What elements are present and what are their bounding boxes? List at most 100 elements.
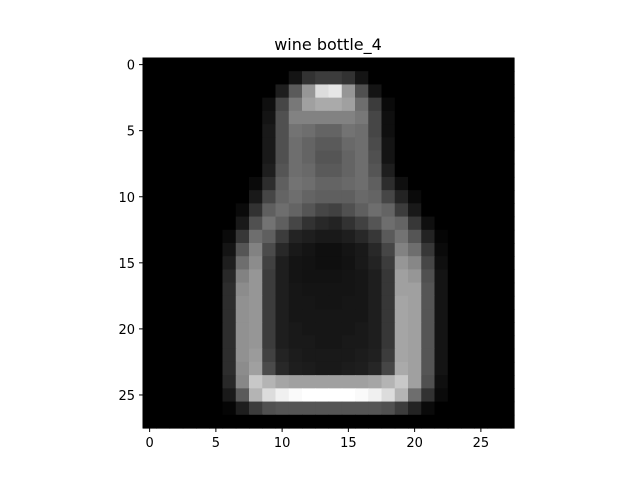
heatmap-cell — [394, 388, 409, 403]
heatmap-cell — [315, 348, 330, 363]
heatmap-cell — [381, 124, 396, 138]
heatmap-cell — [143, 401, 157, 416]
heatmap-cell — [487, 176, 502, 191]
heatmap-cell — [328, 176, 343, 191]
heatmap-cell — [421, 216, 436, 231]
chart-title: wine bottle_4 — [274, 35, 382, 55]
heatmap-cell — [341, 282, 356, 297]
heatmap-cell — [182, 176, 197, 191]
heatmap-cell — [288, 243, 303, 257]
heatmap-cell — [182, 110, 197, 125]
heatmap-cell — [222, 256, 237, 271]
x-tick-label: 20 — [406, 436, 423, 451]
heatmap-cell — [355, 414, 369, 429]
heatmap-cell — [182, 71, 197, 86]
heatmap-cell — [328, 229, 343, 244]
heatmap-cell — [302, 295, 316, 310]
heatmap-cell — [143, 229, 157, 244]
heatmap-cell — [474, 282, 489, 297]
heatmap-cell — [222, 229, 237, 244]
heatmap-cell — [262, 84, 277, 99]
heatmap-cell — [275, 58, 290, 72]
heatmap-cell — [235, 176, 250, 191]
heatmap-cell — [381, 71, 396, 86]
heatmap-cell — [182, 375, 197, 389]
heatmap-cell — [156, 243, 171, 257]
heatmap-cell — [394, 269, 409, 284]
heatmap-cell — [182, 216, 197, 231]
heatmap-cell — [408, 282, 422, 297]
heatmap-cell — [222, 124, 237, 138]
heatmap-cell — [262, 97, 277, 112]
heatmap-cell — [302, 348, 316, 363]
heatmap-cell — [288, 137, 303, 152]
heatmap-cell — [500, 401, 515, 416]
heatmap-cell — [434, 58, 449, 72]
heatmap-cell — [421, 229, 436, 244]
heatmap-cell — [474, 150, 489, 165]
heatmap-cell — [394, 163, 409, 178]
heatmap-cell — [209, 97, 224, 112]
heatmap-cell — [182, 163, 197, 178]
heatmap-cell — [341, 176, 356, 191]
heatmap-cell — [209, 256, 224, 271]
heatmap-cell — [275, 163, 290, 178]
heatmap-cell — [381, 322, 396, 337]
heatmap-cell — [474, 256, 489, 271]
heatmap-cell — [394, 84, 409, 99]
heatmap-cell — [235, 388, 250, 403]
heatmap-cell — [315, 282, 330, 297]
heatmap-cell — [315, 58, 330, 72]
heatmap-cell — [434, 295, 449, 310]
heatmap-cell — [421, 335, 436, 350]
heatmap-cell — [222, 375, 237, 389]
heatmap-cell — [487, 282, 502, 297]
heatmap-cell — [222, 58, 237, 72]
heatmap-cell — [182, 348, 197, 363]
heatmap-cell — [461, 282, 475, 297]
heatmap-cell — [447, 401, 462, 416]
heatmap-cell — [355, 322, 369, 337]
heatmap-cell — [328, 361, 343, 376]
heatmap-cell — [288, 216, 303, 231]
heatmap-cell — [394, 414, 409, 429]
heatmap-cell — [262, 375, 277, 389]
heatmap-cell — [474, 401, 489, 416]
heatmap-cell — [461, 190, 475, 204]
heatmap-cell — [288, 124, 303, 138]
heatmap-cell — [288, 84, 303, 99]
heatmap-cell — [288, 203, 303, 218]
heatmap-cell — [169, 361, 184, 376]
heatmap-cell — [487, 295, 502, 310]
heatmap-cell — [222, 295, 237, 310]
heatmap-cell — [461, 256, 475, 271]
heatmap-cell — [169, 71, 184, 86]
heatmap-cell — [421, 256, 436, 271]
heatmap-cell — [394, 216, 409, 231]
heatmap-cell — [275, 124, 290, 138]
heatmap-cell — [182, 190, 197, 204]
heatmap-cell — [209, 71, 224, 86]
heatmap-cell — [169, 388, 184, 403]
heatmap-cell — [328, 282, 343, 297]
heatmap-cell — [209, 243, 224, 257]
heatmap-cell — [461, 84, 475, 99]
heatmap-cell — [447, 150, 462, 165]
heatmap-cell — [328, 348, 343, 363]
heatmap-cell — [156, 348, 171, 363]
heatmap-cell — [434, 388, 449, 403]
heatmap-cell — [156, 190, 171, 204]
heatmap-cell — [222, 163, 237, 178]
heatmap-cell — [381, 295, 396, 310]
heatmap-cell — [408, 269, 422, 284]
heatmap-cell — [368, 97, 383, 112]
heatmap-cell — [341, 269, 356, 284]
heatmap-cell — [434, 335, 449, 350]
heatmap-cell — [262, 150, 277, 165]
heatmap-cell — [302, 124, 316, 138]
heatmap-cell — [368, 256, 383, 271]
heatmap-cell — [169, 375, 184, 389]
heatmap-cell — [461, 269, 475, 284]
heatmap-cell — [394, 322, 409, 337]
heatmap-cell — [368, 124, 383, 138]
